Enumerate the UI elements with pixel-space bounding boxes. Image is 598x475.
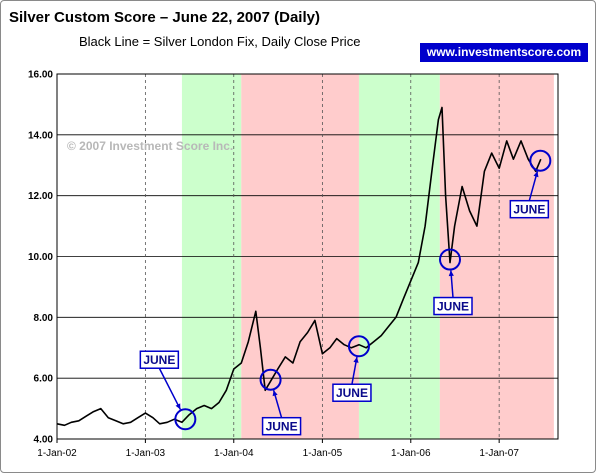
copyright-watermark: © 2007 Investment Score Inc.: [67, 139, 233, 153]
june-circle-marker: [174, 408, 197, 431]
y-tick-label: 10.00: [28, 252, 53, 263]
callout-arrowhead: [272, 390, 278, 397]
june-label-box: [139, 350, 180, 369]
x-tick-label: 1-Jan-05: [303, 448, 343, 459]
callout-arrow: [158, 367, 182, 410]
june-callouts: JUNE JUNE JUNE JUNE JUNE: [139, 149, 552, 436]
june-label: JUNE: [513, 203, 545, 217]
june-label: JUNE: [266, 420, 298, 434]
june-circle-marker: [259, 368, 282, 391]
y-tick-label: 6.00: [34, 374, 54, 385]
june-label: JUNE: [336, 386, 368, 400]
callout-arrowhead: [353, 357, 359, 363]
x-tick-label: 1-Jan-04: [214, 448, 254, 459]
callout-arrowhead: [448, 270, 454, 277]
june-label-box: [433, 296, 473, 316]
plot-border: [56, 73, 559, 440]
silver-price-line: [56, 106, 542, 427]
callout-arrowhead: [533, 171, 539, 178]
y-tick-label: 16.00: [28, 70, 53, 81]
x-tick-label: 1-Jan-06: [391, 448, 431, 459]
x-tick-label: 1-Jan-07: [479, 448, 519, 459]
june-label: JUNE: [437, 300, 469, 314]
callout-arrowhead: [175, 403, 181, 410]
june-label-box: [261, 416, 302, 436]
axes: 4.00 6.00 8.00 10.00 12.00 14.00 16.00 1-Jan-02…: [28, 70, 559, 459]
y-tick-label: 4.00: [34, 435, 54, 446]
june-circle-marker: [529, 149, 552, 172]
june-circle-marker: [347, 335, 370, 358]
chart-subtitle: Black Line = Silver London Fix, Daily Cl…: [79, 34, 361, 49]
brand-badge[interactable]: www.investmentscore.com: [420, 43, 588, 62]
june-label: JUNE: [143, 353, 175, 367]
june-circle-marker: [439, 248, 462, 271]
y-tick-label: 12.00: [28, 191, 53, 202]
june-label-box: [332, 383, 372, 402]
price-line-layer: [56, 106, 542, 427]
chart-title: Silver Custom Score – June 22, 2007 (Dai…: [9, 9, 320, 26]
june-label-box: [509, 199, 550, 219]
y-tick-label: 14.00: [28, 130, 53, 141]
x-tick-label: 1-Jan-02: [37, 448, 77, 459]
x-tick-label: 1-Jan-03: [126, 448, 166, 459]
y-tick-label: 8.00: [34, 313, 54, 324]
